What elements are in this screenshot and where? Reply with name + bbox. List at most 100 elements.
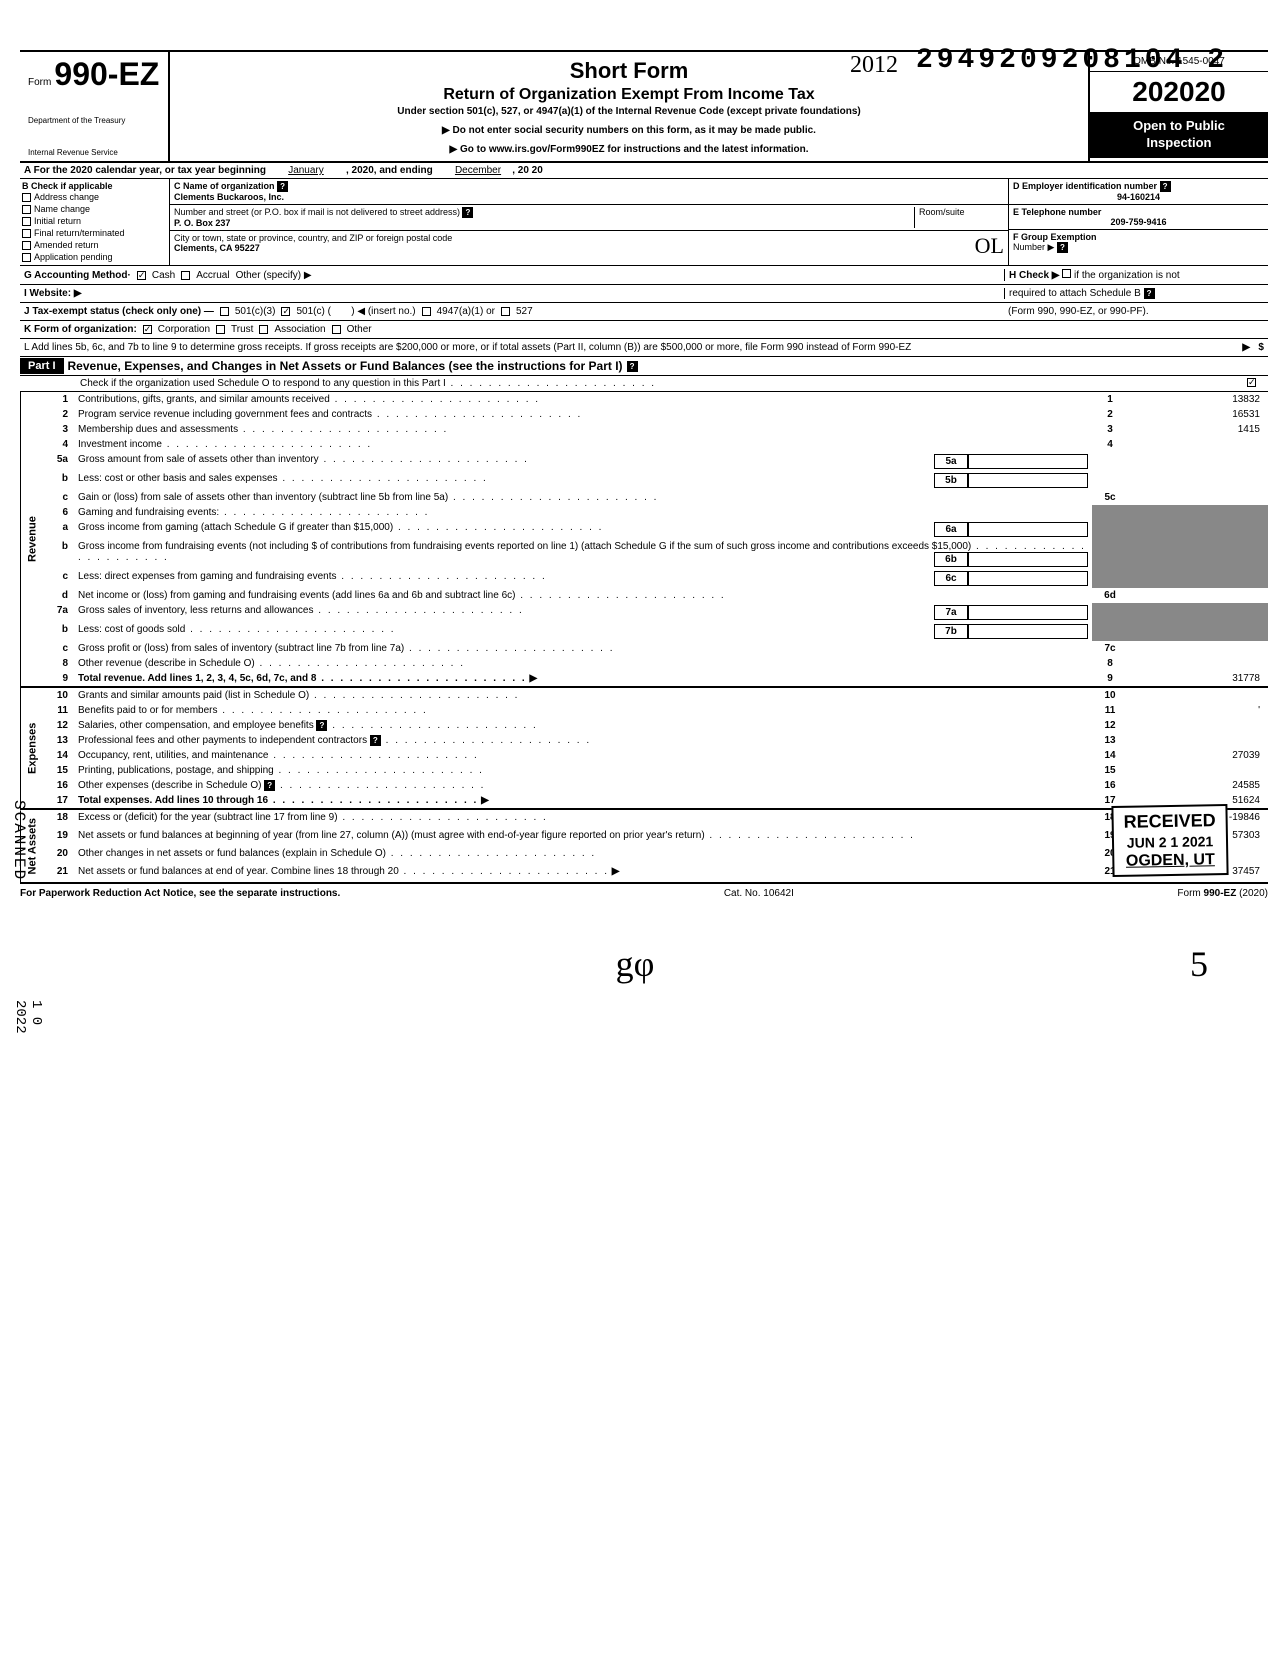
line-number: 14 bbox=[44, 748, 74, 763]
signature-2: 5 bbox=[1190, 943, 1208, 985]
side-expenses: Expenses bbox=[20, 688, 44, 808]
amount: 16531 bbox=[1128, 407, 1268, 422]
amount: 31778 bbox=[1128, 671, 1268, 686]
amount bbox=[1128, 688, 1268, 703]
row-l-gross-receipts: L Add lines 5b, 6c, and 7b to line 9 to … bbox=[20, 339, 1268, 357]
expenses-table: 10Grants and similar amounts paid (list … bbox=[44, 688, 1268, 808]
box-number: 1 bbox=[1092, 392, 1128, 407]
check-initial-return[interactable]: Initial return bbox=[22, 215, 167, 227]
line-description: Gross sales of inventory, less returns a… bbox=[74, 603, 1092, 622]
help-icon[interactable]: ? bbox=[462, 207, 473, 218]
help-icon[interactable]: ? bbox=[1144, 288, 1155, 299]
box-number bbox=[1092, 505, 1128, 520]
table-row: 7aGross sales of inventory, less returns… bbox=[44, 603, 1268, 622]
line-number: 5a bbox=[44, 452, 74, 471]
line-number: 4 bbox=[44, 437, 74, 452]
revenue-section: Revenue 1Contributions, gifts, grants, a… bbox=[20, 392, 1268, 688]
line-number: 3 bbox=[44, 422, 74, 437]
line-number: 15 bbox=[44, 763, 74, 778]
line-number: 11 bbox=[44, 703, 74, 718]
check-applicable-col: B Check if applicable Address change Nam… bbox=[20, 179, 170, 265]
line-description: Less: direct expenses from gaming and fu… bbox=[74, 569, 1092, 588]
check-501c[interactable] bbox=[281, 307, 290, 316]
form-word: Form bbox=[28, 77, 51, 88]
help-icon[interactable]: ? bbox=[1160, 181, 1171, 192]
box-number: 16 bbox=[1092, 778, 1128, 793]
table-row: 10Grants and similar amounts paid (list … bbox=[44, 688, 1268, 703]
received-stamp: RECEIVED JUN 2 1 2021 OGDEN, UT bbox=[1111, 804, 1228, 877]
table-row: 15Printing, publications, postage, and s… bbox=[44, 763, 1268, 778]
check-accrual[interactable] bbox=[181, 271, 190, 280]
amount bbox=[1128, 733, 1268, 748]
box-number: 14 bbox=[1092, 748, 1128, 763]
line-description: Total expenses. Add lines 10 through 16 … bbox=[74, 793, 1092, 808]
help-icon[interactable]: ? bbox=[627, 361, 638, 372]
footer: For Paperwork Reduction Act Notice, see … bbox=[20, 884, 1268, 903]
form-header: Form 990-EZ Department of the Treasury I… bbox=[20, 50, 1268, 163]
line-number: 8 bbox=[44, 656, 74, 671]
line-description: Net assets or fund balances at end of ye… bbox=[74, 864, 1092, 882]
check-schedule-o[interactable] bbox=[1247, 378, 1256, 387]
check-association[interactable] bbox=[259, 325, 268, 334]
check-501c3[interactable] bbox=[220, 307, 229, 316]
line-description: Total revenue. Add lines 1, 2, 3, 4, 5c,… bbox=[74, 671, 1092, 686]
handwritten-ol: OL bbox=[975, 233, 1004, 259]
line-number: c bbox=[44, 569, 74, 588]
table-row: 17Total expenses. Add lines 10 through 1… bbox=[44, 793, 1268, 808]
check-4947[interactable] bbox=[422, 307, 431, 316]
line-description: Gross income from gaming (attach Schedul… bbox=[74, 520, 1092, 539]
help-icon[interactable]: ? bbox=[370, 735, 381, 746]
help-icon[interactable]: ? bbox=[1057, 242, 1068, 253]
line-number: b bbox=[44, 471, 74, 490]
check-corporation[interactable] bbox=[143, 325, 152, 334]
line-number: 17 bbox=[44, 793, 74, 808]
line-description: Net assets or fund balances at beginning… bbox=[74, 828, 1092, 846]
check-trust[interactable] bbox=[216, 325, 225, 334]
box-number bbox=[1092, 622, 1128, 641]
amount bbox=[1128, 718, 1268, 733]
mini-box: 7a bbox=[934, 605, 968, 620]
line-number: 13 bbox=[44, 733, 74, 748]
table-row: 21Net assets or fund balances at end of … bbox=[44, 864, 1268, 882]
right-info-col: D Employer identification number ? 94-16… bbox=[1008, 179, 1268, 265]
line-number: 18 bbox=[44, 810, 74, 828]
part-1-label: Part I bbox=[20, 358, 64, 374]
box-number: 2 bbox=[1092, 407, 1128, 422]
line-description: Gaming and fundraising events: bbox=[74, 505, 1092, 520]
amount bbox=[1128, 471, 1268, 490]
table-row: 12Salaries, other compensation, and empl… bbox=[44, 718, 1268, 733]
row-k-org-form: K Form of organization: Corporation Trus… bbox=[20, 321, 1268, 339]
table-row: 20Other changes in net assets or fund ba… bbox=[44, 846, 1268, 864]
title-small: Under section 501(c), 527, or 4947(a)(1)… bbox=[180, 106, 1078, 117]
table-row: cGross profit or (loss) from sales of in… bbox=[44, 641, 1268, 656]
street-address: P. O. Box 237 bbox=[174, 218, 230, 228]
check-final-return[interactable]: Final return/terminated bbox=[22, 227, 167, 239]
org-info-col: C Name of organization ? Clements Buckar… bbox=[170, 179, 1008, 265]
city-state-zip: Clements, CA 95227 bbox=[174, 243, 260, 253]
line-number: c bbox=[44, 490, 74, 505]
table-row: 14Occupancy, rent, utilities, and mainte… bbox=[44, 748, 1268, 763]
amount bbox=[1128, 588, 1268, 603]
check-address-change[interactable]: Address change bbox=[22, 191, 167, 203]
table-row: 6Gaming and fundraising events: bbox=[44, 505, 1268, 520]
check-527[interactable] bbox=[501, 307, 510, 316]
handwritten-year: 2012 bbox=[850, 52, 898, 79]
help-icon[interactable]: ? bbox=[277, 181, 288, 192]
line-description: Program service revenue including govern… bbox=[74, 407, 1092, 422]
line-description: Contributions, gifts, grants, and simila… bbox=[74, 392, 1092, 407]
check-name-change[interactable]: Name change bbox=[22, 203, 167, 215]
help-icon[interactable]: ? bbox=[264, 780, 275, 791]
check-cash[interactable] bbox=[137, 271, 146, 280]
line-number: 12 bbox=[44, 718, 74, 733]
table-row: 4Investment income4 bbox=[44, 437, 1268, 452]
help-icon[interactable]: ? bbox=[316, 720, 327, 731]
phone: 209-759-9416 bbox=[1110, 217, 1166, 227]
line-description: Gross profit or (loss) from sales of inv… bbox=[74, 641, 1092, 656]
check-amended-return[interactable]: Amended return bbox=[22, 239, 167, 251]
check-schedule-b[interactable] bbox=[1062, 269, 1071, 278]
line-number: 10 bbox=[44, 688, 74, 703]
box-number: 6d bbox=[1092, 588, 1128, 603]
check-application-pending[interactable]: Application pending bbox=[22, 251, 167, 263]
box-number: 13 bbox=[1092, 733, 1128, 748]
check-other[interactable] bbox=[332, 325, 341, 334]
